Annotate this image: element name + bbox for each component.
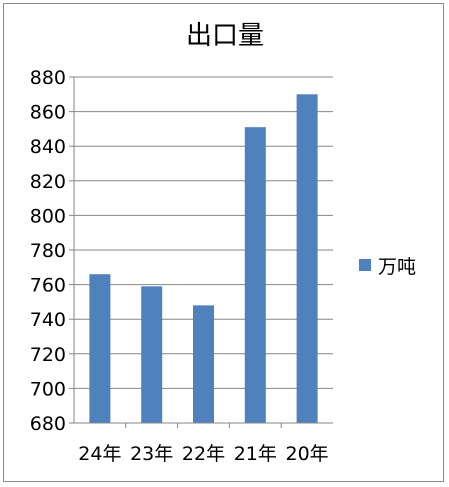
y-tick-label: 740	[30, 309, 66, 331]
y-tick-label: 860	[30, 102, 66, 124]
axes	[73, 77, 333, 424]
y-tick-label: 880	[30, 67, 66, 89]
y-axis-ticks: 680 700 720 740 760 780 800 820 840 860 880	[30, 67, 74, 435]
x-axis-ticks: 24年 23年 22年 21年 20年	[78, 423, 329, 465]
legend: 万吨	[359, 256, 416, 278]
bar	[296, 94, 318, 424]
chart-title: 出口量	[186, 21, 264, 51]
gridlines	[74, 76, 333, 389]
bar	[141, 286, 163, 423]
x-tick-label: 21年	[234, 443, 277, 465]
y-tick-label: 780	[30, 240, 66, 262]
legend-swatch	[359, 259, 371, 271]
y-tick-label: 760	[30, 275, 66, 297]
y-tick-label: 720	[30, 344, 66, 366]
y-tick-label: 840	[30, 136, 66, 158]
bar	[89, 274, 111, 423]
y-tick-label: 820	[30, 171, 66, 193]
x-tick-label: 22年	[182, 443, 225, 465]
x-tick-label: 20年	[286, 443, 329, 465]
y-tick-label: 700	[30, 378, 66, 400]
x-tick-label: 24年	[78, 443, 121, 465]
bar	[244, 127, 266, 424]
y-tick-label: 680	[30, 413, 66, 435]
legend-label: 万吨	[378, 256, 416, 278]
x-tick-label: 23年	[130, 443, 173, 465]
chart-frame	[3, 3, 444, 482]
y-tick-label: 800	[30, 205, 66, 227]
bar	[193, 305, 214, 423]
bars	[89, 94, 318, 424]
